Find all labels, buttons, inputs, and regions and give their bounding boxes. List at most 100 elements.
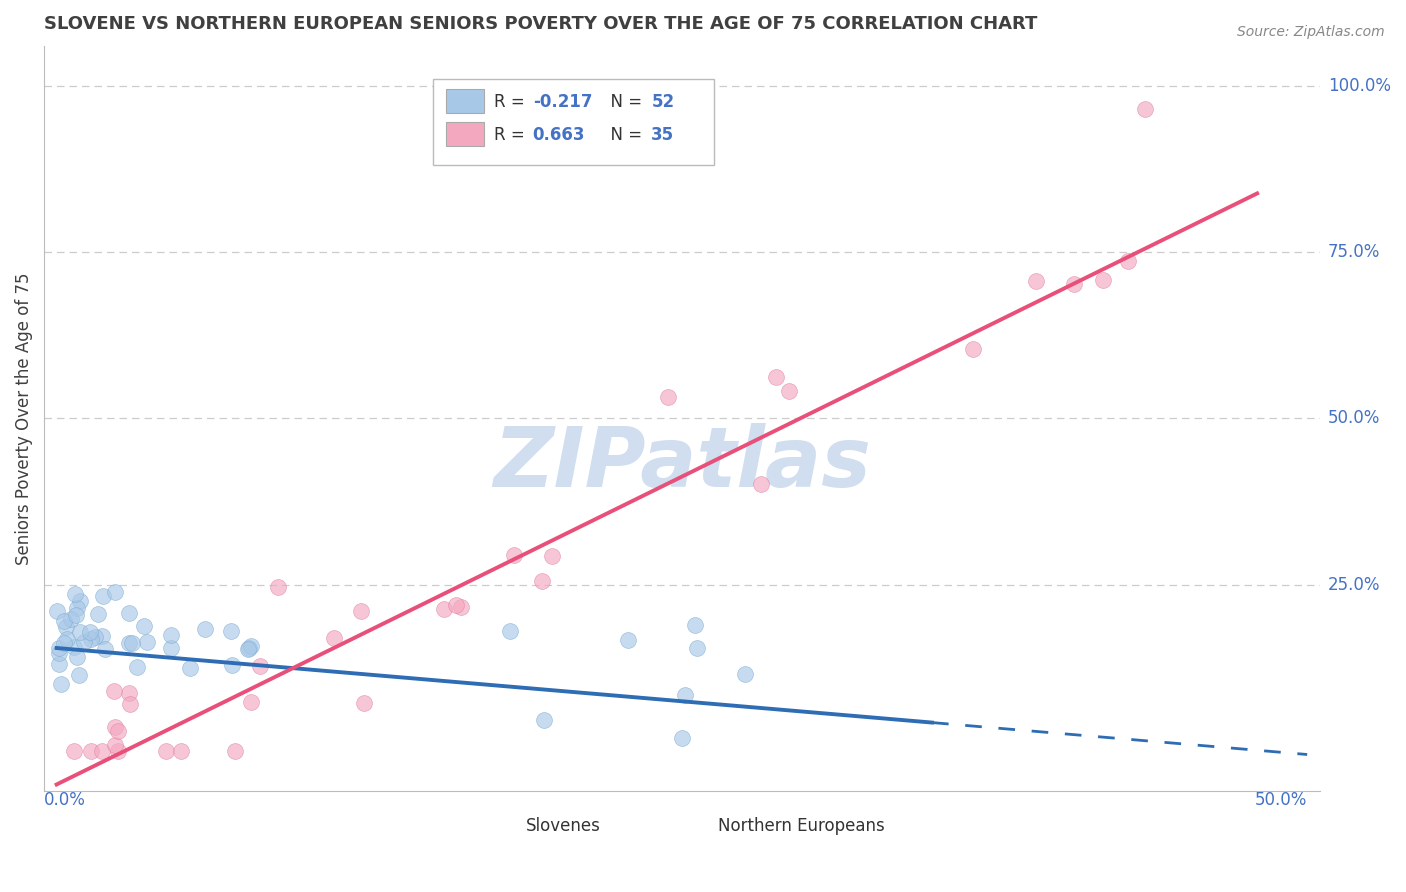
Point <box>160 628 183 642</box>
Point <box>91 629 114 643</box>
Point <box>80 632 103 647</box>
Point <box>249 659 271 673</box>
Point <box>765 370 787 384</box>
Point <box>353 697 375 711</box>
Text: 50.0%: 50.0% <box>1329 409 1381 427</box>
Point <box>502 548 524 562</box>
Point <box>778 384 800 398</box>
Point <box>450 599 472 614</box>
Y-axis label: Seniors Poverty Over the Age of 75: Seniors Poverty Over the Age of 75 <box>15 272 32 565</box>
Point <box>219 624 242 638</box>
Point <box>66 600 89 615</box>
Point <box>135 635 157 649</box>
Text: R =: R = <box>495 126 536 145</box>
Text: ZIPatlas: ZIPatlas <box>494 423 870 504</box>
FancyBboxPatch shape <box>669 815 710 838</box>
Point <box>52 636 75 650</box>
Point <box>73 635 96 649</box>
FancyBboxPatch shape <box>433 79 714 165</box>
Text: N =: N = <box>600 93 648 111</box>
Point <box>179 661 201 675</box>
Point <box>686 641 709 656</box>
Point <box>63 744 86 758</box>
Point <box>91 744 114 758</box>
Point <box>962 342 984 356</box>
Point <box>94 642 117 657</box>
Point <box>87 607 110 621</box>
Point <box>104 721 127 735</box>
Point <box>673 688 696 702</box>
Point <box>170 744 193 758</box>
Point <box>49 677 72 691</box>
Point <box>499 624 522 639</box>
Point <box>267 580 290 594</box>
Point <box>107 724 129 739</box>
Point <box>240 695 263 709</box>
Text: 35: 35 <box>651 126 675 145</box>
Point <box>84 630 107 644</box>
Point <box>48 646 70 660</box>
Text: R =: R = <box>495 93 530 111</box>
Point <box>63 640 86 655</box>
Text: SLOVENE VS NORTHERN EUROPEAN SENIORS POVERTY OVER THE AGE OF 75 CORRELATION CHAR: SLOVENE VS NORTHERN EUROPEAN SENIORS POV… <box>44 15 1038 33</box>
Point <box>121 636 143 650</box>
Text: 75.0%: 75.0% <box>1329 243 1381 261</box>
Point <box>104 738 127 752</box>
Text: Northern Europeans: Northern Europeans <box>717 817 884 835</box>
Point <box>46 604 69 618</box>
Text: N =: N = <box>600 126 648 145</box>
Text: -0.217: -0.217 <box>533 93 592 111</box>
Point <box>134 619 156 633</box>
FancyBboxPatch shape <box>446 122 484 146</box>
Point <box>125 659 148 673</box>
Point <box>55 620 77 634</box>
Point <box>1133 102 1156 116</box>
Point <box>1118 253 1140 268</box>
Text: 25.0%: 25.0% <box>1329 576 1381 594</box>
Point <box>240 639 263 653</box>
Point <box>56 632 79 646</box>
Point <box>657 390 679 404</box>
Point <box>444 598 467 612</box>
Text: Source: ZipAtlas.com: Source: ZipAtlas.com <box>1237 25 1385 39</box>
Point <box>1091 273 1114 287</box>
Point <box>48 657 70 672</box>
Point <box>103 684 125 698</box>
Point <box>65 608 87 623</box>
Point <box>683 617 706 632</box>
Text: 52: 52 <box>651 93 675 111</box>
Point <box>194 622 217 636</box>
Point <box>66 650 89 665</box>
Point <box>540 549 562 563</box>
Point <box>48 640 70 655</box>
Point <box>69 594 91 608</box>
Text: 0.663: 0.663 <box>533 126 585 145</box>
Point <box>224 744 246 758</box>
Point <box>79 625 101 640</box>
Point <box>104 584 127 599</box>
FancyBboxPatch shape <box>478 815 519 838</box>
Point <box>1063 277 1085 291</box>
Point <box>734 666 756 681</box>
Point <box>67 668 90 682</box>
Point <box>322 631 344 645</box>
Point <box>1025 274 1047 288</box>
Point <box>91 589 114 603</box>
FancyBboxPatch shape <box>446 89 484 112</box>
Point <box>749 476 772 491</box>
Point <box>107 744 129 758</box>
Point <box>350 604 373 618</box>
Point <box>118 686 141 700</box>
Point <box>155 744 177 758</box>
Point <box>671 731 693 745</box>
Point <box>530 574 553 589</box>
Text: Slovenes: Slovenes <box>526 817 602 835</box>
Text: 0.0%: 0.0% <box>44 791 86 809</box>
Text: 100.0%: 100.0% <box>1329 77 1391 95</box>
Point <box>118 606 141 620</box>
Point <box>236 641 259 656</box>
Point <box>617 632 640 647</box>
Point <box>53 615 76 629</box>
Point <box>533 713 555 727</box>
Point <box>60 612 83 626</box>
